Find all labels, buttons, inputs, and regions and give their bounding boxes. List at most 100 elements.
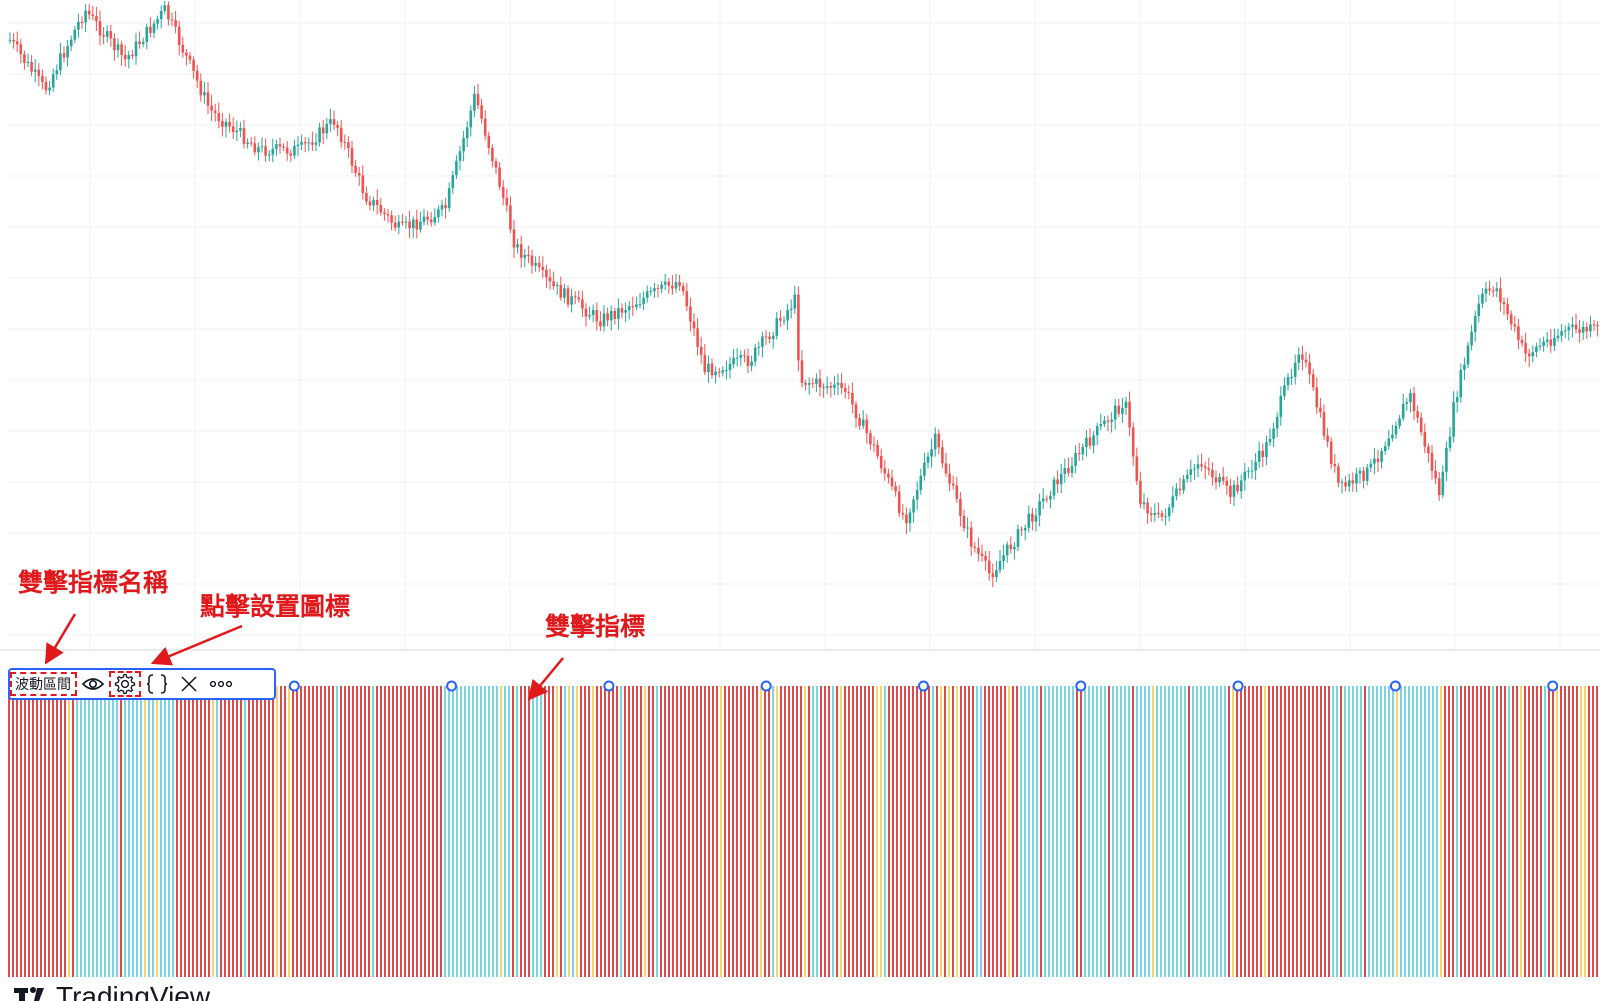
- candle: [102, 27, 105, 45]
- candle: [170, 12, 174, 27]
- candle: [1059, 463, 1063, 494]
- candle: [1473, 310, 1477, 343]
- price-chart-pane[interactable]: [0, 0, 1600, 665]
- annotation-click-settings: 點擊設置圖標: [200, 592, 351, 621]
- candle: [624, 302, 627, 323]
- candle: [357, 167, 361, 186]
- candle: [570, 288, 573, 313]
- candle: [941, 440, 944, 468]
- indicator-legend[interactable]: 波動區間: [8, 668, 276, 700]
- candle: [613, 307, 617, 325]
- candle: [1563, 325, 1567, 339]
- candle: [1225, 476, 1229, 495]
- candle: [1506, 297, 1509, 321]
- candle: [1326, 428, 1329, 448]
- candle: [1509, 310, 1513, 331]
- candle: [347, 136, 350, 158]
- candle: [84, 4, 87, 33]
- candle: [1045, 495, 1049, 503]
- candle: [217, 102, 221, 129]
- candle: [851, 382, 854, 414]
- candle: [951, 475, 955, 490]
- candle: [811, 377, 815, 389]
- candle: [1189, 459, 1193, 483]
- candle: [480, 98, 483, 124]
- candle: [1319, 397, 1322, 418]
- candle: [1401, 393, 1405, 422]
- candle: [847, 385, 851, 400]
- candle: [1311, 368, 1315, 391]
- candle: [674, 273, 678, 293]
- candle: [1211, 462, 1214, 486]
- candle: [995, 561, 998, 582]
- indicator-name-label[interactable]: 波動區間: [10, 672, 77, 696]
- candle: [707, 355, 710, 383]
- candle: [1027, 505, 1031, 533]
- selection-handle: [446, 680, 458, 692]
- candle: [1545, 332, 1549, 348]
- candle: [494, 158, 498, 175]
- candle: [876, 439, 879, 460]
- candle: [1567, 322, 1571, 341]
- candle: [69, 35, 73, 52]
- candle: [1387, 430, 1391, 450]
- candle: [491, 144, 494, 168]
- candle: [1265, 435, 1268, 466]
- candle: [231, 117, 235, 140]
- candle: [311, 131, 314, 151]
- candle: [833, 376, 836, 396]
- settings-button[interactable]: [109, 671, 141, 697]
- candle: [440, 200, 444, 217]
- candle: [498, 162, 501, 190]
- candle: [282, 143, 285, 152]
- candle: [1229, 478, 1232, 504]
- candle: [743, 349, 746, 363]
- visibility-toggle-button[interactable]: [77, 671, 109, 697]
- candle: [555, 281, 559, 296]
- candle: [930, 439, 933, 468]
- candle: [872, 436, 876, 453]
- candle: [379, 197, 383, 216]
- candle: [858, 413, 861, 430]
- candle: [782, 316, 786, 326]
- candle: [1106, 415, 1110, 432]
- candle: [509, 196, 512, 234]
- candle: [505, 188, 509, 212]
- more-options-button[interactable]: [205, 671, 237, 697]
- candle: [577, 290, 581, 303]
- candle: [1412, 386, 1416, 421]
- source-code-button[interactable]: [141, 671, 173, 697]
- candle: [1495, 281, 1499, 298]
- candle: [699, 336, 703, 364]
- candle: [156, 15, 159, 30]
- candle: [19, 39, 23, 64]
- candle: [239, 122, 242, 138]
- candlestick-chart[interactable]: [0, 0, 1600, 665]
- candle: [1459, 363, 1463, 403]
- tradingview-wordmark: TradingView: [56, 981, 211, 1001]
- indicator-histogram[interactable]: [0, 665, 1600, 1001]
- indicator-pane[interactable]: [0, 665, 1600, 1001]
- candle: [728, 356, 732, 379]
- candle: [203, 82, 206, 104]
- candle: [55, 64, 59, 81]
- candle: [1430, 444, 1434, 480]
- candle: [375, 189, 379, 215]
- candle: [476, 83, 480, 110]
- candle: [804, 379, 807, 391]
- selection-handle: [760, 680, 772, 692]
- candle: [1092, 431, 1095, 454]
- candle: [429, 211, 433, 227]
- candle: [602, 305, 606, 332]
- candle: [26, 53, 30, 68]
- candle: [703, 344, 707, 376]
- candle: [620, 303, 624, 319]
- candle: [44, 76, 48, 95]
- candle: [667, 278, 671, 294]
- candle: [987, 550, 991, 581]
- candle: [141, 37, 145, 48]
- candle: [152, 20, 156, 39]
- candle: [98, 10, 102, 46]
- remove-indicator-button[interactable]: [173, 671, 205, 697]
- candle: [1247, 467, 1250, 479]
